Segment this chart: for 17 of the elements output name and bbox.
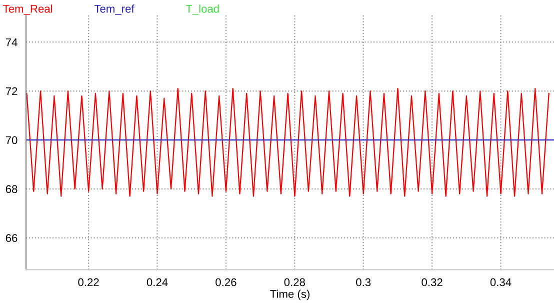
x-axis-title: Time (s) <box>270 290 310 300</box>
x-tick-label: 0.32 <box>422 278 442 286</box>
x-tick-label: 0.26 <box>216 278 236 286</box>
x-tick-label: 0.34 <box>490 278 512 286</box>
legend-label: T_load <box>186 4 219 15</box>
y-tick-label: 74 <box>6 38 18 46</box>
x-tick-label: 0.3 <box>356 278 371 286</box>
text: Tem_ref <box>94 4 134 15</box>
line-series <box>26 88 550 197</box>
y-tick-label: 70 <box>6 136 18 144</box>
x-tick-label: 0.28 <box>284 278 305 286</box>
x-tick-label: 0.22 <box>78 278 99 286</box>
y-tick-label: 68 <box>6 185 18 194</box>
y-tick-label: 66 <box>6 234 18 242</box>
text: Tem_Real <box>3 4 52 15</box>
x-tick-label: 0.24 <box>146 278 168 286</box>
y-tick-label: 72 <box>6 87 18 96</box>
